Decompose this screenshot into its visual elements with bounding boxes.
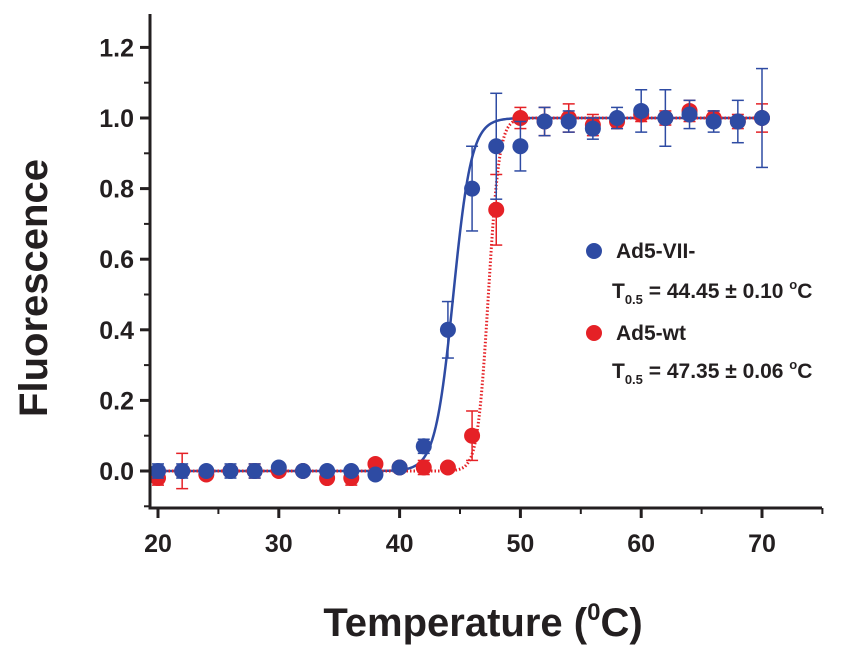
point-group-ad5-vii xyxy=(150,463,166,479)
x-tick-label: 20 xyxy=(144,530,172,558)
point-group-ad5-vii xyxy=(222,463,239,479)
y-tick-label: 0.8 xyxy=(99,176,134,204)
point-group-ad5-vii xyxy=(464,145,481,232)
data-point-ad5-vii xyxy=(439,321,456,338)
point-group-ad5-wt xyxy=(464,410,481,462)
data-point-ad5-vii xyxy=(512,138,529,155)
data-point-ad5-vii xyxy=(391,459,408,476)
fit-curve-ad5-wt xyxy=(158,116,762,473)
data-point-ad5-vii xyxy=(343,463,360,479)
data-point-ad5-vii xyxy=(705,113,722,130)
x-tick-label: 50 xyxy=(506,530,534,558)
tick-labels: 0.0 0.2 0.4 0.6 0.8 1.0 1.2 20 30 40 50 60 70 xyxy=(99,34,776,558)
data-point-ad5-vii xyxy=(609,110,626,126)
point-group-ad5-wt xyxy=(415,459,432,476)
axes-frame xyxy=(148,14,822,510)
point-group-ad5-vii xyxy=(729,99,746,144)
point-group-ad5-vii xyxy=(343,463,360,479)
data-point-ad5-vii xyxy=(294,463,311,479)
data-point-ad5-vii xyxy=(657,110,674,126)
legend-marker-ad5-vii xyxy=(586,243,602,259)
point-group-ad5-vii xyxy=(246,463,263,479)
point-group-ad5-wt xyxy=(488,173,505,246)
legend-item-ad5-vii: Ad5-VII- T0.5 = 44.45 ± 0.10 oC xyxy=(586,240,812,307)
x-axis-title-end: C) xyxy=(600,601,642,645)
data-point-ad5-wt xyxy=(464,427,481,444)
legend-item-ad5-wt: Ad5-wt T0.5 = 47.35 ± 0.06 oC xyxy=(586,322,812,387)
y-tick-label: 0.2 xyxy=(99,387,134,415)
data-point-ad5-vii xyxy=(174,463,191,479)
y-tick-label: 0.0 xyxy=(99,458,134,486)
data-point-ad5-vii xyxy=(150,463,166,479)
point-group-ad5-vii xyxy=(681,99,698,130)
x-axis-title-sup: 0 xyxy=(587,599,600,626)
data-point-ad5-vii xyxy=(729,113,746,130)
data-point-ad5-wt xyxy=(439,459,456,476)
point-group-ad5-vii xyxy=(584,117,601,140)
point-group-ad5-vii xyxy=(633,89,650,133)
data-point-ad5-vii xyxy=(464,180,481,197)
legend-label-ad5-vii: Ad5-VII- xyxy=(616,240,695,263)
data-point-ad5-vii xyxy=(415,438,432,455)
point-group-ad5-vii xyxy=(705,110,722,133)
point-group-ad5-vii xyxy=(319,463,336,479)
legend-label-ad5-wt: Ad5-wt xyxy=(616,322,686,345)
point-group-ad5-vii xyxy=(439,300,456,359)
y-tick-label: 0.6 xyxy=(99,246,134,274)
y-tick-label: 0.4 xyxy=(99,317,134,345)
point-group-ad5-wt xyxy=(439,459,456,476)
legend: Ad5-VII- T0.5 = 44.45 ± 0.10 oC Ad5-wt T… xyxy=(586,240,812,387)
x-tick-label: 70 xyxy=(748,530,776,558)
data-point-ad5-wt xyxy=(488,201,505,218)
x-tick-label: 60 xyxy=(627,530,655,558)
point-group-ad5-vii xyxy=(609,106,626,130)
x-axis-title: Temperature (0C) xyxy=(323,599,642,645)
x-tick-label: 40 xyxy=(386,530,414,558)
legend-t-half-ad5-wt: T0.5 = 47.35 ± 0.06 oC xyxy=(612,357,812,387)
point-group-ad5-vii xyxy=(415,438,432,455)
data-point-ad5-wt xyxy=(415,459,432,476)
point-group-ad5-vii xyxy=(367,466,384,483)
x-tick-label: 30 xyxy=(265,530,293,558)
data-point-ad5-vii xyxy=(488,138,505,155)
point-group-ad5-vii xyxy=(560,110,577,133)
point-group-ad5-vii xyxy=(198,463,215,479)
y-tick-label: 1.0 xyxy=(99,105,134,133)
y-axis-title: Fluorescence xyxy=(12,159,56,417)
point-group-ad5-vii xyxy=(270,459,287,476)
point-group-ad5-vii xyxy=(512,120,529,172)
data-point-ad5-vii xyxy=(319,463,336,479)
data-point-ad5-vii xyxy=(560,113,577,130)
data-point-ad5-vii xyxy=(754,110,770,126)
data-point-ad5-vii xyxy=(246,463,263,479)
data-point-ad5-vii xyxy=(536,113,553,130)
legend-marker-ad5-wt xyxy=(586,325,602,341)
data-points xyxy=(150,67,770,490)
data-point-ad5-vii xyxy=(633,102,650,119)
data-point-ad5-vii xyxy=(367,466,384,483)
point-group-ad5-vii xyxy=(536,106,553,137)
data-point-ad5-vii xyxy=(198,463,215,479)
legend-t-half-ad5-vii: T0.5 = 44.45 ± 0.10 oC xyxy=(612,277,812,307)
point-group-ad5-vii xyxy=(754,67,770,169)
data-point-ad5-vii xyxy=(681,106,698,123)
point-group-ad5-vii xyxy=(391,459,408,476)
data-point-ad5-vii xyxy=(270,459,287,476)
data-point-ad5-vii xyxy=(222,463,239,479)
point-group-ad5-vii xyxy=(174,463,191,479)
data-point-ad5-vii xyxy=(584,120,601,137)
x-axis-title-main: Temperature ( xyxy=(323,601,587,645)
point-group-ad5-vii xyxy=(294,463,311,479)
y-tick-label: 1.2 xyxy=(99,34,134,62)
point-group-ad5-vii xyxy=(488,92,505,200)
point-group-ad5-vii xyxy=(657,89,674,147)
